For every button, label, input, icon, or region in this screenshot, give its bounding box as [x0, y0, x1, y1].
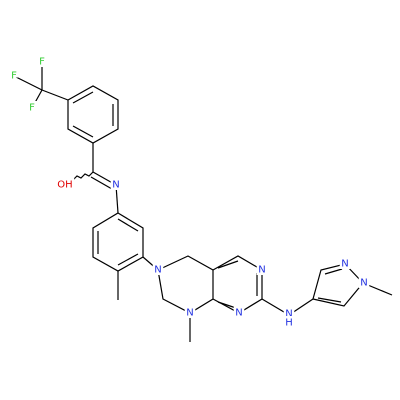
bonds — [13, 62, 393, 342]
bond — [217, 301, 237, 309]
bond — [317, 297, 342, 303]
bond — [117, 253, 139, 266]
bond — [324, 268, 343, 275]
atom-label: N — [154, 265, 161, 276]
ring — [67, 85, 119, 144]
atom-label: OH — [57, 180, 72, 191]
bond — [117, 218, 139, 232]
bond — [31, 89, 43, 109]
atom-label: F — [29, 103, 35, 114]
ring — [212, 255, 263, 314]
wavy-bond — [69, 171, 94, 181]
bond — [261, 298, 290, 316]
bond — [115, 184, 119, 214]
atom-label: N — [360, 278, 367, 289]
bond — [288, 298, 314, 316]
atom-label: N — [341, 259, 348, 270]
bond — [90, 176, 113, 190]
bond — [41, 89, 69, 101]
atom-label: N — [235, 308, 242, 319]
bond — [72, 125, 94, 138]
bond — [92, 171, 117, 186]
atom-label: N — [112, 180, 119, 191]
bond — [72, 91, 94, 104]
bond — [142, 256, 159, 271]
atom-label: N — [285, 309, 292, 320]
ring — [92, 212, 144, 272]
atom-label: N — [258, 265, 265, 276]
bond — [217, 260, 239, 269]
atom-label: F — [39, 57, 45, 68]
atom-label: H — [285, 318, 293, 329]
ring — [157, 255, 214, 314]
bond — [362, 282, 393, 296]
atom-label: F — [11, 71, 17, 82]
bond — [13, 75, 43, 91]
atom-label: N — [186, 308, 193, 319]
ring — [312, 263, 364, 307]
atom-labels: F F F OH N N N N N N H N N — [9, 54, 371, 331]
